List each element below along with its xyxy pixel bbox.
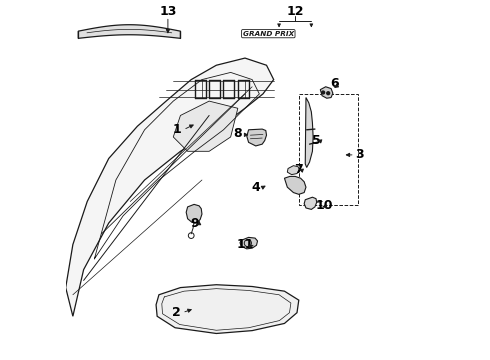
Text: 11: 11 bbox=[236, 238, 254, 251]
Text: 4: 4 bbox=[251, 181, 260, 194]
Text: GRAND PRIX: GRAND PRIX bbox=[243, 31, 294, 37]
Polygon shape bbox=[156, 285, 299, 333]
Polygon shape bbox=[240, 237, 258, 249]
Text: 13: 13 bbox=[159, 5, 176, 18]
Circle shape bbox=[322, 91, 324, 94]
Text: 10: 10 bbox=[315, 199, 333, 212]
Text: 2: 2 bbox=[172, 306, 181, 319]
Text: 9: 9 bbox=[191, 216, 199, 230]
Bar bbox=[299, 94, 358, 205]
Text: 5: 5 bbox=[312, 134, 321, 147]
Text: 3: 3 bbox=[355, 148, 364, 161]
Polygon shape bbox=[304, 197, 317, 210]
Polygon shape bbox=[173, 101, 238, 151]
Text: 1: 1 bbox=[172, 123, 181, 136]
Text: 6: 6 bbox=[330, 77, 339, 90]
Polygon shape bbox=[287, 166, 299, 175]
Circle shape bbox=[327, 92, 330, 95]
Polygon shape bbox=[186, 204, 202, 223]
Polygon shape bbox=[66, 58, 274, 316]
Polygon shape bbox=[320, 87, 333, 98]
Polygon shape bbox=[78, 25, 180, 39]
Polygon shape bbox=[247, 129, 267, 146]
Text: 7: 7 bbox=[294, 163, 303, 176]
Polygon shape bbox=[305, 98, 313, 167]
Polygon shape bbox=[285, 176, 306, 194]
Text: 12: 12 bbox=[287, 5, 304, 18]
Text: 8: 8 bbox=[234, 127, 242, 140]
